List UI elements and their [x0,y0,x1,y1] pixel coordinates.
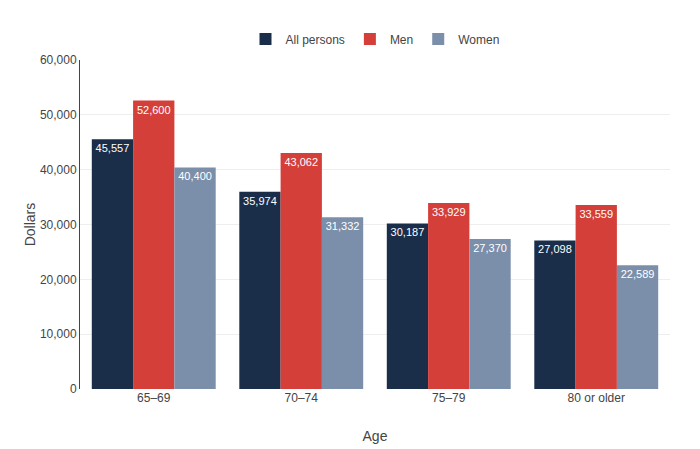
svg-text:70–74: 70–74 [285,391,319,405]
svg-text:60,000: 60,000 [40,53,77,67]
svg-text:0: 0 [70,382,77,396]
svg-text:30,187: 30,187 [391,226,425,238]
svg-text:35,974: 35,974 [243,195,277,207]
svg-text:65–69: 65–69 [137,391,171,405]
svg-text:Men: Men [390,33,413,47]
svg-text:30,000: 30,000 [40,218,77,232]
svg-text:33,929: 33,929 [432,206,466,218]
svg-text:75–79: 75–79 [432,391,466,405]
svg-text:27,098: 27,098 [538,243,572,255]
svg-text:45,557: 45,557 [96,142,130,154]
svg-text:Dollars: Dollars [22,203,38,247]
svg-text:80 or older: 80 or older [568,391,625,405]
svg-text:40,000: 40,000 [40,163,77,177]
svg-text:10,000: 10,000 [40,327,77,341]
svg-text:Age: Age [363,428,388,444]
svg-text:Women: Women [458,33,499,47]
svg-text:22,589: 22,589 [621,268,655,280]
svg-text:43,062: 43,062 [284,156,318,168]
svg-text:33,559: 33,559 [579,208,613,220]
svg-text:52,600: 52,600 [137,104,171,116]
svg-text:All persons: All persons [286,33,345,47]
svg-text:50,000: 50,000 [40,108,77,122]
svg-text:20,000: 20,000 [40,273,77,287]
svg-text:40,400: 40,400 [178,170,212,182]
svg-text:31,332: 31,332 [326,220,360,232]
svg-text:27,370: 27,370 [473,242,507,254]
